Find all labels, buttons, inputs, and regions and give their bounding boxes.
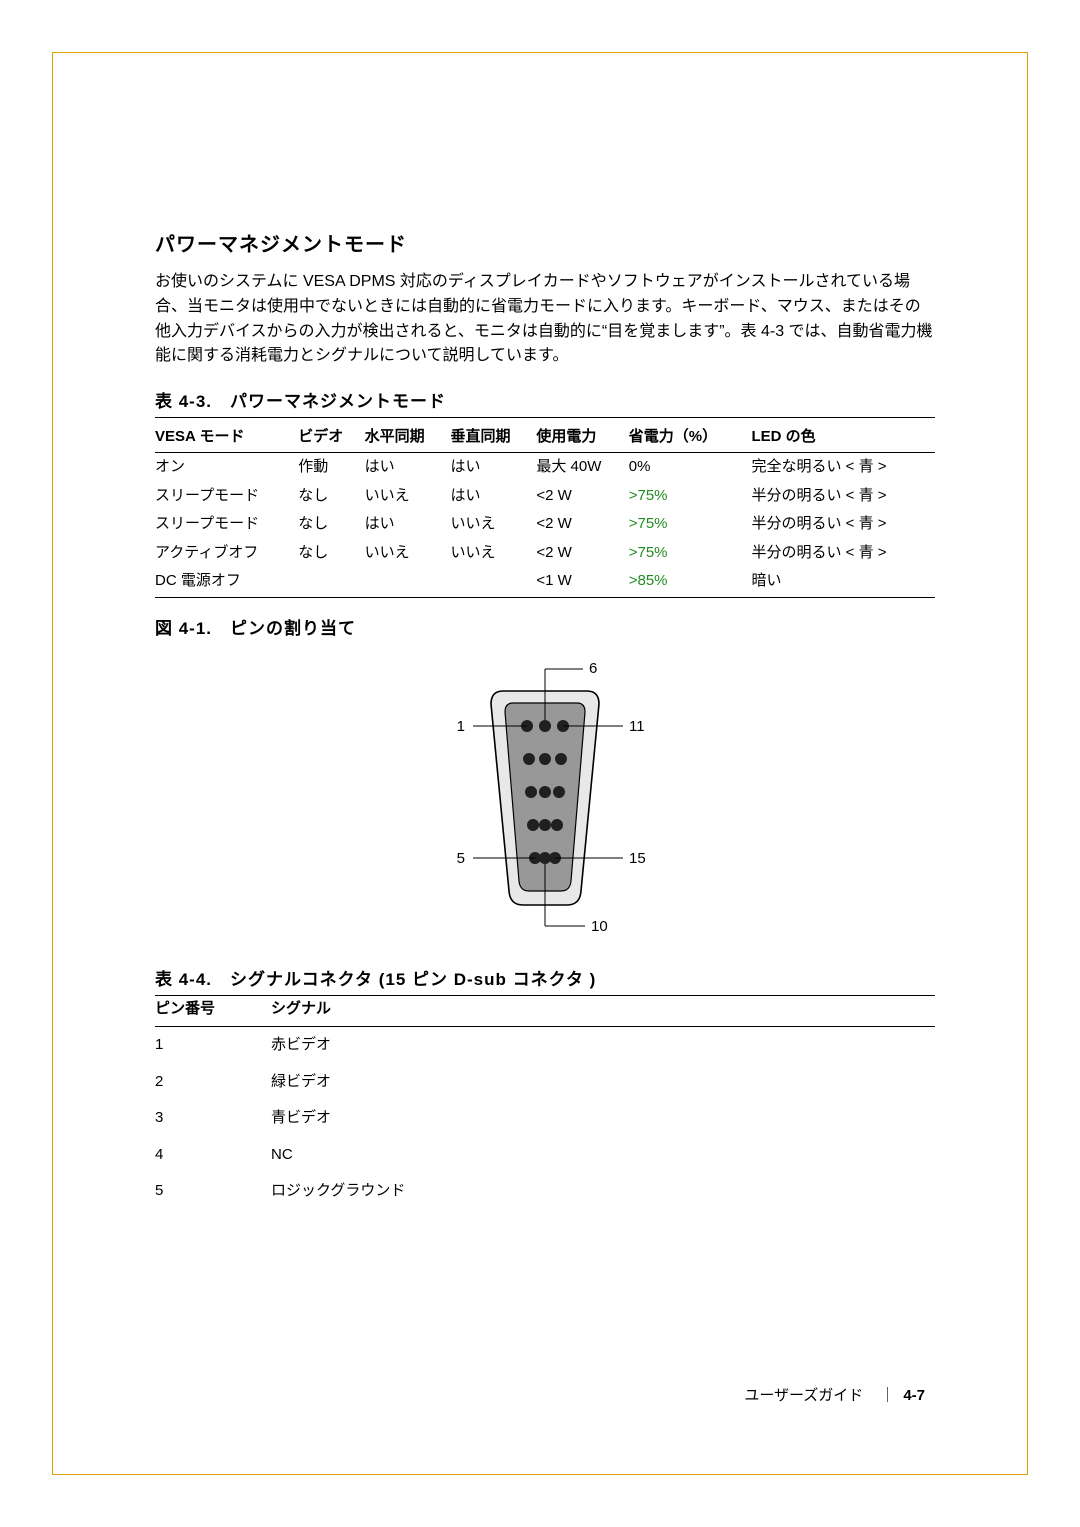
pin-label-10: 10 — [591, 918, 608, 935]
th-pin-number: ピン番号 — [155, 996, 271, 1027]
table-row: 2緑ビデオ — [155, 1064, 935, 1101]
table-cell: 半分の明るい < 青 > — [751, 539, 935, 568]
table-cell-pin: 5 — [155, 1173, 271, 1210]
pin-label-5: 5 — [457, 850, 465, 867]
th-vesa-mode: VESA モード — [155, 422, 298, 453]
table-cell: 最大 40W — [536, 453, 628, 482]
pin-label-1: 1 — [457, 718, 465, 735]
table-cell: なし — [298, 539, 364, 568]
table-cell: 暗い — [751, 567, 935, 597]
table-cell: >75% — [629, 482, 752, 511]
table-cell: <2 W — [536, 510, 628, 539]
footer-sep: ｜ — [880, 1387, 895, 1404]
page-footer: ユーザーズガイド ｜ 4-7 — [744, 1385, 925, 1408]
table-cell-pin: 2 — [155, 1064, 271, 1101]
table-cell-signal: NC — [271, 1137, 935, 1174]
table-cell-pin: 1 — [155, 1027, 271, 1064]
table-cell: いいえ — [450, 539, 536, 568]
table-cell: いいえ — [365, 539, 451, 568]
table-row: 1赤ビデオ — [155, 1027, 935, 1064]
footer-page-number: 4-7 — [903, 1387, 925, 1404]
table-cell: <2 W — [536, 539, 628, 568]
figure-4-1: 1 5 6 10 11 15 — [155, 651, 935, 949]
table-cell: 作動 — [298, 453, 364, 482]
section-title: パワーマネジメントモード — [155, 230, 935, 260]
th-power: 使用電力 — [536, 422, 628, 453]
table-cell: はい — [365, 510, 451, 539]
th-savings: 省電力（%） — [629, 422, 752, 453]
th-signal: シグナル — [271, 996, 935, 1027]
table-cell: 半分の明るい < 青 > — [751, 482, 935, 511]
pin-label-15: 15 — [629, 850, 646, 867]
table-cell: はい — [450, 482, 536, 511]
table-cell-signal: 緑ビデオ — [271, 1064, 935, 1101]
table-4-4-header-row: ピン番号 シグナル — [155, 996, 935, 1027]
th-video: ビデオ — [298, 422, 364, 453]
table-row: DC 電源オフ <1 W>85%暗い — [155, 567, 935, 597]
table-4-3-header-row: VESA モード ビデオ 水平同期 垂直同期 使用電力 省電力（%） LED の… — [155, 422, 935, 453]
table-4-3: VESA モード ビデオ 水平同期 垂直同期 使用電力 省電力（%） LED の… — [155, 422, 935, 598]
table-cell: <1 W — [536, 567, 628, 597]
table-cell: スリープモード — [155, 510, 298, 539]
pin-label-11: 11 — [629, 718, 645, 735]
table-cell-pin: 3 — [155, 1100, 271, 1137]
table-row: アクティブオフなしいいえいいえ<2 W>75%半分の明るい < 青 > — [155, 539, 935, 568]
pin-label-6: 6 — [589, 660, 597, 677]
table-cell: 0% — [629, 453, 752, 482]
table-cell — [298, 567, 364, 597]
table-cell — [450, 567, 536, 597]
table-row: 3青ビデオ — [155, 1100, 935, 1137]
table-4-3-caption: 表 4-3. パワーマネジメントモード — [155, 389, 935, 418]
th-hsync: 水平同期 — [365, 422, 451, 453]
table-cell-pin: 4 — [155, 1137, 271, 1174]
table-cell: >75% — [629, 539, 752, 568]
page-content: パワーマネジメントモード お使いのシステムに VESA DPMS 対応のディスプ… — [155, 230, 935, 1210]
section-body: お使いのシステムに VESA DPMS 対応のディスプレイカードやソフトウェアが… — [155, 270, 935, 369]
table-4-4-caption: 表 4-4. シグナルコネクタ (15 ピン D-sub コネクタ ) — [155, 967, 935, 996]
table-cell-signal: ロジックグラウンド — [271, 1173, 935, 1210]
footer-label: ユーザーズガイド — [744, 1387, 863, 1404]
table-cell: オン — [155, 453, 298, 482]
table-cell: 半分の明るい < 青 > — [751, 510, 935, 539]
table-row: 5ロジックグラウンド — [155, 1173, 935, 1210]
table-cell: アクティブオフ — [155, 539, 298, 568]
table-cell: <2 W — [536, 482, 628, 511]
dsub-connector-diagram: 1 5 6 10 11 15 — [435, 651, 655, 941]
table-cell: スリープモード — [155, 482, 298, 511]
table-cell: はい — [365, 453, 451, 482]
figure-4-1-caption: 図 4-1. ピンの割り当て — [155, 616, 935, 642]
table-row: オン作動はいはい最大 40W0%完全な明るい < 青 > — [155, 453, 935, 482]
table-cell: いいえ — [450, 510, 536, 539]
table-cell-signal: 青ビデオ — [271, 1100, 935, 1137]
table-4-4: ピン番号 シグナル 1赤ビデオ2緑ビデオ3青ビデオ4NC5ロジックグラウンド — [155, 996, 935, 1210]
table-cell: 完全な明るい < 青 > — [751, 453, 935, 482]
table-row: スリープモードなしいいえはい<2 W>75%半分の明るい < 青 > — [155, 482, 935, 511]
table-cell: なし — [298, 510, 364, 539]
table-cell: DC 電源オフ — [155, 567, 298, 597]
th-vsync: 垂直同期 — [450, 422, 536, 453]
table-row: 4NC — [155, 1137, 935, 1174]
th-led: LED の色 — [751, 422, 935, 453]
table-cell — [365, 567, 451, 597]
table-row: スリープモードなしはいいいえ<2 W>75%半分の明るい < 青 > — [155, 510, 935, 539]
table-cell-signal: 赤ビデオ — [271, 1027, 935, 1064]
table-cell: いいえ — [365, 482, 451, 511]
table-cell: >85% — [629, 567, 752, 597]
table-cell: なし — [298, 482, 364, 511]
table-cell: はい — [450, 453, 536, 482]
table-cell: >75% — [629, 510, 752, 539]
